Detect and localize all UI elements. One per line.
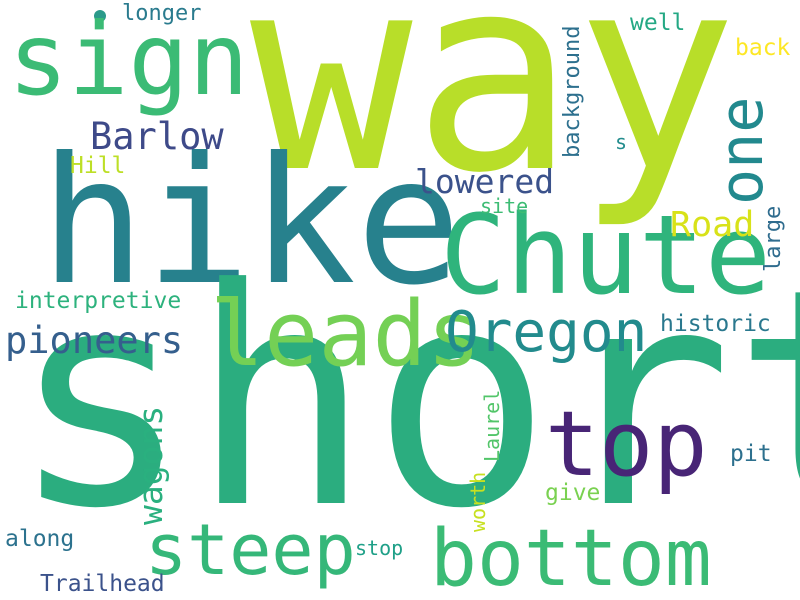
dot-mark xyxy=(94,10,106,22)
word-hike: hike xyxy=(40,121,462,324)
word-interpretive: interpretive xyxy=(15,288,182,314)
word-wagons: wagons xyxy=(131,405,170,525)
word-trailhead: Trailhead xyxy=(40,571,165,597)
word-give: give xyxy=(545,480,601,506)
word-historic: historic xyxy=(660,311,771,337)
word-hill: Hill xyxy=(70,153,126,179)
word-large: large xyxy=(761,205,786,272)
word-top: top xyxy=(545,392,708,497)
word-short: short xyxy=(10,225,800,574)
word-pit: pit xyxy=(730,441,772,467)
word-steep: steep xyxy=(145,509,356,591)
word-leads: leads xyxy=(210,282,481,387)
word-pioneers: pioneers xyxy=(5,319,184,362)
word-s: s xyxy=(615,130,628,154)
word-longer: longer xyxy=(122,1,202,26)
word-stop: stop xyxy=(355,536,404,560)
word-barlow: Barlow xyxy=(90,115,224,158)
word-along: along xyxy=(5,526,75,552)
word-road: Road xyxy=(670,205,755,245)
word-background: background xyxy=(560,25,585,158)
word-laurel: Laurel xyxy=(480,389,504,462)
word-chute: Chute xyxy=(440,191,772,319)
word-one: one xyxy=(707,96,777,205)
word-lowered: lowered xyxy=(415,162,555,201)
word-worth: worth xyxy=(466,471,490,532)
word-sign: sign xyxy=(8,1,249,118)
word-bottom: bottom xyxy=(430,514,712,600)
word-site: site xyxy=(480,194,529,218)
word-oregon: Oregon xyxy=(445,300,648,365)
word-way: way xyxy=(250,0,738,232)
word-back: back xyxy=(735,35,791,61)
word-well: well xyxy=(630,10,686,36)
